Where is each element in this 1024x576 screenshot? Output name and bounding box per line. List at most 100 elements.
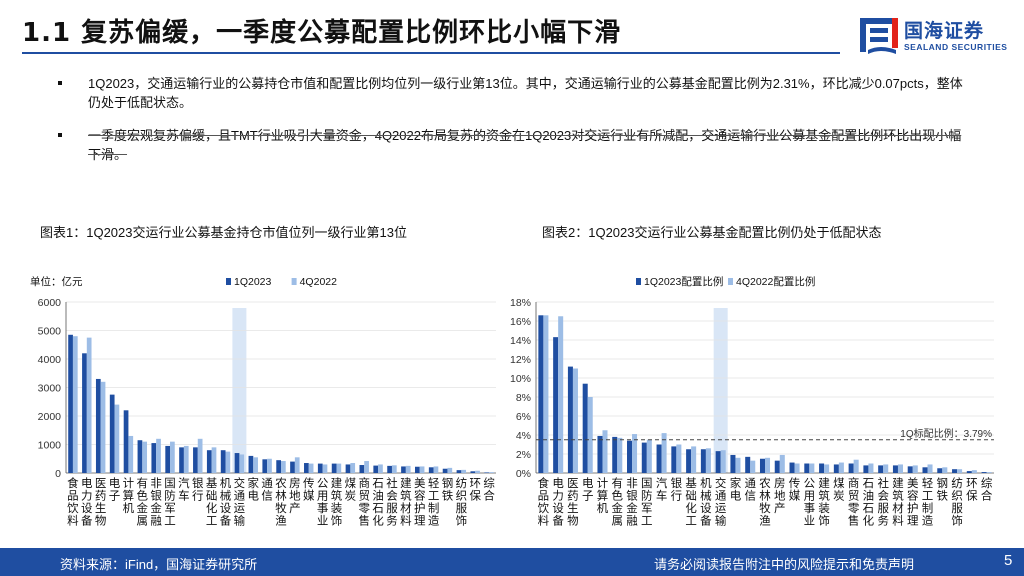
bar-previous — [794, 463, 800, 473]
bar-previous — [378, 464, 383, 473]
bar-previous — [197, 438, 203, 473]
footer-source: 资料来源：iFind，国海证券研究所 — [60, 557, 258, 572]
bar-previous — [676, 444, 682, 473]
y-tick-label: 4000 — [38, 354, 62, 366]
bar-current — [819, 463, 825, 473]
legend-swatch — [728, 278, 733, 285]
bar-previous — [986, 472, 992, 473]
x-tick-label: 农林牧渔 — [759, 476, 771, 528]
x-tick-label: 轻工制造 — [428, 476, 440, 528]
x-tick-label: 食品饮料 — [67, 476, 79, 528]
x-tick-label: 建筑装饰 — [331, 476, 343, 528]
x-tick-label: 通信 — [261, 477, 273, 503]
reference-line-label: 1Q标配比例：3.79% — [900, 427, 992, 440]
x-tick-label: 公用事业 — [804, 477, 816, 528]
bar-previous — [543, 315, 549, 473]
bar-current — [952, 469, 958, 473]
bar-current — [804, 463, 810, 473]
x-tick-label: 纺织服饰 — [456, 476, 468, 528]
x-tick-label: 机械设备 — [220, 476, 232, 528]
bar-current — [165, 445, 171, 473]
bar-current — [193, 447, 198, 473]
bar-current — [234, 453, 240, 473]
x-tick-label: 有色金属 — [137, 476, 149, 528]
bar-current — [730, 454, 736, 473]
page-title: 1.1 复苏偏缓，一季度公募配置比例环比小幅下滑 — [22, 18, 622, 48]
x-tick-label: 国防军工 — [164, 477, 176, 528]
x-tick-label: 食品饮料 — [538, 476, 550, 528]
bar-previous — [281, 461, 286, 473]
legend-label: 1Q2023配置比例 — [644, 275, 723, 288]
x-tick-label: 综合 — [483, 476, 495, 503]
bar-previous — [253, 457, 258, 473]
bar-previous — [971, 470, 977, 473]
bar-current — [922, 467, 928, 473]
x-tick-label: 建筑材料 — [400, 476, 412, 528]
bar-current — [345, 464, 351, 473]
bar-previous — [558, 316, 564, 473]
legend-label: 4Q2022 — [300, 276, 338, 288]
bar-current — [304, 463, 309, 473]
bar-previous — [897, 464, 903, 473]
bar-current — [123, 410, 129, 473]
bar-previous — [447, 467, 453, 473]
bar-previous — [391, 465, 397, 473]
x-tick-label: 石油石化 — [372, 478, 384, 528]
bar-current — [95, 378, 101, 473]
bar-previous — [587, 397, 593, 473]
x-tick-label: 医药生物 — [95, 478, 107, 528]
x-tick-label: 社会服务 — [877, 476, 889, 528]
y-tick-label: 14% — [510, 335, 531, 347]
bar-previous — [308, 463, 314, 473]
bar-previous — [350, 463, 356, 473]
chart1-title: 图表1：1Q2023交运行业公募基金持仓市值位列一级行业第13位 — [40, 225, 407, 240]
bar-current — [892, 465, 898, 473]
bar-previous — [294, 457, 300, 473]
x-tick-label: 传媒 — [789, 476, 801, 503]
bar-current — [179, 447, 184, 473]
bar-current — [109, 394, 115, 473]
bar-previous — [750, 460, 756, 473]
x-tick-label: 交通运输 — [715, 476, 727, 528]
bar-previous — [405, 465, 411, 473]
x-tick-label: 银行 — [192, 476, 204, 503]
x-tick-label: 房地产 — [289, 477, 301, 515]
bar-previous — [433, 466, 439, 473]
unit-label: 单位：亿元 — [30, 275, 83, 288]
bullet-point: 一季度宏观复苏偏缓，且TMT行业吸引大量资金，4Q2022布局复苏的资金在1Q2… — [58, 126, 966, 164]
bar-previous — [142, 441, 148, 473]
bar-current — [248, 455, 254, 473]
x-tick-label: 钢铁 — [442, 477, 454, 503]
x-tick-label: 电子 — [582, 477, 594, 503]
bar-previous — [824, 464, 830, 473]
bar-previous — [100, 381, 106, 473]
chart2-title: 图表2：1Q2023交运行业公募基金配置比例仍处于低配状态 — [542, 225, 882, 240]
bar-current — [359, 465, 365, 473]
bar-current — [597, 435, 603, 473]
chart1-market-value: 0 1000 2000 3000 4000 5000 6000 食品饮料电力设备医药生物电子计… — [30, 275, 496, 528]
x-tick-label: 轻工制造 — [922, 476, 934, 528]
x-tick-label: 石油石化 — [863, 478, 875, 528]
legend-swatch — [226, 278, 231, 285]
bar-previous — [705, 448, 711, 473]
bar-previous — [927, 464, 933, 473]
bar-current — [863, 465, 869, 473]
bar-previous — [156, 438, 161, 473]
y-tick-label: 0 — [55, 468, 61, 480]
x-tick-label: 公用事业 — [317, 477, 329, 528]
bar-current — [484, 472, 490, 473]
bar-current — [627, 440, 633, 473]
bullet-text: 一季度宏观复苏偏缓，且TMT行业吸引大量资金，4Q2022布局复苏的资金在1Q2… — [88, 128, 962, 162]
x-tick-label: 通信 — [744, 477, 756, 503]
x-tick-label: 计算机 — [123, 477, 135, 515]
x-tick-label: 非银金融 — [626, 477, 638, 528]
bar-previous — [942, 467, 948, 473]
y-tick-label: 2000 — [38, 411, 62, 423]
bar-previous — [211, 447, 217, 473]
bar-previous — [183, 445, 189, 473]
bar-current — [290, 461, 295, 473]
bullet-dot-icon — [58, 81, 62, 85]
bar-previous — [364, 461, 369, 473]
bar-previous — [957, 469, 963, 473]
brand-logo: 国海证券 SEALAND SECURITIES — [858, 14, 1008, 56]
